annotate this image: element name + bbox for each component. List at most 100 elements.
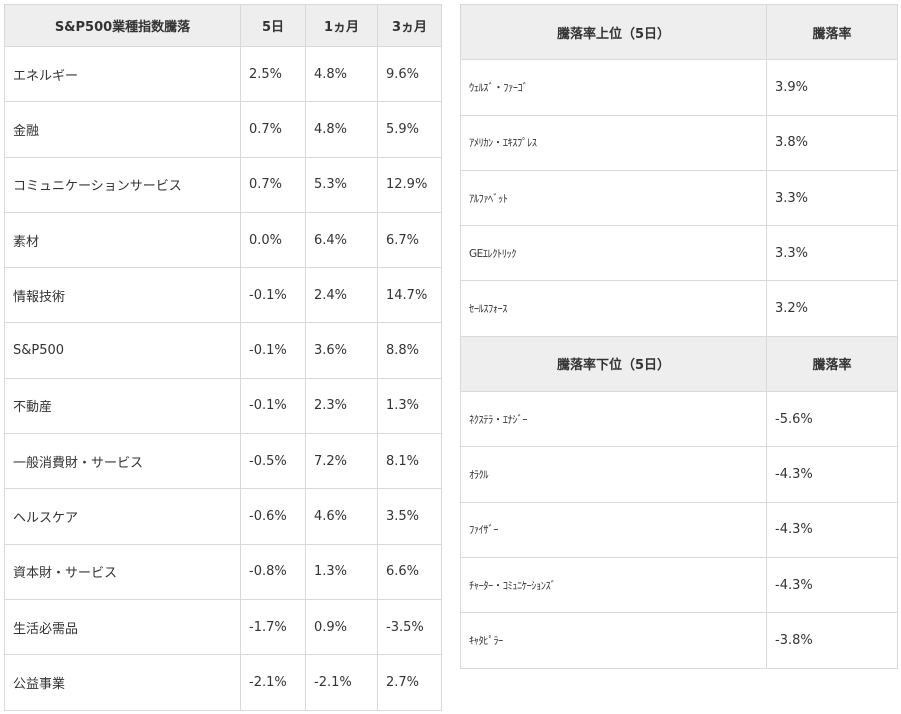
sector-name: コミュニケーションサービス xyxy=(4,156,241,213)
sector-name: ヘルスケア xyxy=(4,488,241,545)
sector-1m: 2.4% xyxy=(305,267,378,324)
sector-5d: -0.5% xyxy=(240,433,306,490)
sector-1m: 4.8% xyxy=(305,101,378,158)
bottom-mover-company: ﾈｸｽﾃﾗ・ｴﾅｼﾞｰ xyxy=(460,391,767,448)
sector-name: 金融 xyxy=(4,101,241,158)
sector-name: エネルギー xyxy=(4,45,241,103)
sector-1m: 7.2% xyxy=(305,433,378,490)
sector-3m: 3.5% xyxy=(377,488,442,545)
sector-row: 不動産 -0.1% 2.3% 1.3% xyxy=(4,377,442,435)
bottom-mover-rate: -5.6% xyxy=(766,391,898,448)
sector-3m: 5.9% xyxy=(377,101,442,158)
sector-3m: 1.3% xyxy=(377,377,442,435)
bottom-mover-rate: -4.3% xyxy=(766,556,898,614)
sector-name: 一般消費財・サービス xyxy=(4,433,241,490)
bottom-mover-rate: -4.3% xyxy=(766,501,898,558)
bottom-mover-rate: -3.8% xyxy=(766,612,898,669)
bottom-mover-row: ﾁｬｰﾀｰ・ｺﾐｭﾆｹｰｼｮﾝｽﾞ -4.3% xyxy=(460,556,898,614)
top-mover-rate: 3.8% xyxy=(766,114,898,171)
sector-row: エネルギー 2.5% 4.8% 9.6% xyxy=(4,45,442,103)
top-mover-row: ｱﾒﾘｶﾝ・ｴｷｽﾌﾟﾚｽ 3.8% xyxy=(460,114,898,171)
sector-3m: 6.7% xyxy=(377,211,442,269)
top-mover-row: GEｴﾚｸﾄﾘｯｸ 3.3% xyxy=(460,225,898,282)
bottom-mover-row: ﾌｧｲｻﾞｰ -4.3% xyxy=(460,501,898,558)
top-mover-rate: 3.3% xyxy=(766,225,898,282)
sector-row: 生活必需品 -1.7% 0.9% -3.5% xyxy=(4,598,442,656)
top-movers-header: 騰落率上位（5日） xyxy=(460,3,767,61)
sector-1m: -2.1% xyxy=(305,654,378,711)
sector-1m: 3.6% xyxy=(305,322,378,379)
sector-row: 公益事業 -2.1% -2.1% 2.7% xyxy=(4,654,442,711)
sector-5d: 0.0% xyxy=(240,211,306,269)
sector-row: S&P500 -0.1% 3.6% 8.8% xyxy=(4,322,442,379)
sector-3m: 2.7% xyxy=(377,654,442,711)
sector-table-header-row: S&P500業種指数騰落 5日 1ヵ月 3ヵ月 xyxy=(4,4,442,47)
sector-name: 生活必需品 xyxy=(4,598,241,656)
top-mover-rate: 3.2% xyxy=(766,280,898,337)
sector-3m: 14.7% xyxy=(377,267,442,324)
sector-row: 一般消費財・サービス -0.5% 7.2% 8.1% xyxy=(4,433,442,490)
sector-3m: -3.5% xyxy=(377,598,442,656)
sector-5d: -0.1% xyxy=(240,267,306,324)
top-mover-rate: 3.3% xyxy=(766,169,898,227)
sector-row: 素材 0.0% 6.4% 6.7% xyxy=(4,211,442,269)
sector-3m: 12.9% xyxy=(377,156,442,213)
bottom-mover-rate: -4.3% xyxy=(766,446,898,503)
top-mover-row: ｳｪﾙｽﾞ・ﾌｧｰｺﾞ 3.9% xyxy=(460,59,898,116)
sector-performance-table: S&P500業種指数騰落 5日 1ヵ月 3ヵ月 エネルギー 2.5% 4.8% 9.6… xyxy=(4,4,442,711)
sector-5d: -0.1% xyxy=(240,322,306,379)
movers-table: 騰落率上位（5日） 騰落率 ｳｪﾙｽﾞ・ﾌｧｰｺﾞ 3.9% ｱﾒﾘｶﾝ・ｴｷｽﾌﾟ… xyxy=(460,3,898,669)
bottom-mover-company: ｷｬﾀﾋﾟﾗｰ xyxy=(460,612,767,669)
top-mover-company: ｳｪﾙｽﾞ・ﾌｧｰｺﾞ xyxy=(460,59,767,116)
sector-name: 素材 xyxy=(4,211,241,269)
sector-5d: -1.7% xyxy=(240,598,306,656)
top-movers-header-row: 騰落率上位（5日） 騰落率 xyxy=(460,3,898,61)
sector-1m: 4.8% xyxy=(305,45,378,103)
bottom-movers-header-row: 騰落率下位（5日） 騰落率 xyxy=(460,335,898,393)
sector-3m: 8.1% xyxy=(377,433,442,490)
bottom-mover-company: ｵﾗｸﾙ xyxy=(460,446,767,503)
sector-row: 金融 0.7% 4.8% 5.9% xyxy=(4,101,442,158)
sector-5d: -2.1% xyxy=(240,654,306,711)
sector-5d: -0.1% xyxy=(240,377,306,435)
top-mover-row: ｾｰﾙｽﾌｫｰｽ 3.2% xyxy=(460,280,898,337)
sector-row: 資本財・サービス -0.8% 1.3% 6.6% xyxy=(4,543,442,600)
sector-name: 公益事業 xyxy=(4,654,241,711)
top-mover-rate: 3.9% xyxy=(766,59,898,116)
top-mover-company: ｾｰﾙｽﾌｫｰｽ xyxy=(460,280,767,337)
bottom-mover-row: ｵﾗｸﾙ -4.3% xyxy=(460,446,898,503)
sector-1m: 5.3% xyxy=(305,156,378,213)
sector-header-5d: 5日 xyxy=(240,4,306,47)
bottom-movers-header: 騰落率下位（5日） xyxy=(460,335,767,393)
top-mover-company: ｱﾙﾌｧﾍﾞｯﾄ xyxy=(460,169,767,227)
top-movers-rate-header: 騰落率 xyxy=(766,3,898,61)
sector-name: S&P500 xyxy=(4,322,241,379)
sector-5d: -0.8% xyxy=(240,543,306,600)
sector-row: ヘルスケア -0.6% 4.6% 3.5% xyxy=(4,488,442,545)
sector-name: 情報技術 xyxy=(4,267,241,324)
bottom-mover-row: ｷｬﾀﾋﾟﾗｰ -3.8% xyxy=(460,612,898,669)
sector-1m: 6.4% xyxy=(305,211,378,269)
sector-header-3m: 3ヵ月 xyxy=(377,4,442,47)
sector-3m: 9.6% xyxy=(377,45,442,103)
sector-header-name: S&P500業種指数騰落 xyxy=(4,4,241,47)
top-mover-company: ｱﾒﾘｶﾝ・ｴｷｽﾌﾟﾚｽ xyxy=(460,114,767,171)
sector-header-1m: 1ヵ月 xyxy=(305,4,378,47)
sector-5d: 0.7% xyxy=(240,156,306,213)
sector-name: 資本財・サービス xyxy=(4,543,241,600)
bottom-mover-row: ﾈｸｽﾃﾗ・ｴﾅｼﾞｰ -5.6% xyxy=(460,391,898,448)
sector-5d: -0.6% xyxy=(240,488,306,545)
top-mover-company: GEｴﾚｸﾄﾘｯｸ xyxy=(460,225,767,282)
sector-3m: 8.8% xyxy=(377,322,442,379)
bottom-movers-rate-header: 騰落率 xyxy=(766,335,898,393)
sector-name: 不動産 xyxy=(4,377,241,435)
sector-3m: 6.6% xyxy=(377,543,442,600)
top-mover-row: ｱﾙﾌｧﾍﾞｯﾄ 3.3% xyxy=(460,169,898,227)
sector-row: コミュニケーションサービス 0.7% 5.3% 12.9% xyxy=(4,156,442,213)
sector-row: 情報技術 -0.1% 2.4% 14.7% xyxy=(4,267,442,324)
sector-1m: 2.3% xyxy=(305,377,378,435)
sector-1m: 4.6% xyxy=(305,488,378,545)
sector-1m: 1.3% xyxy=(305,543,378,600)
sector-1m: 0.9% xyxy=(305,598,378,656)
bottom-mover-company: ﾌｧｲｻﾞｰ xyxy=(460,501,767,558)
